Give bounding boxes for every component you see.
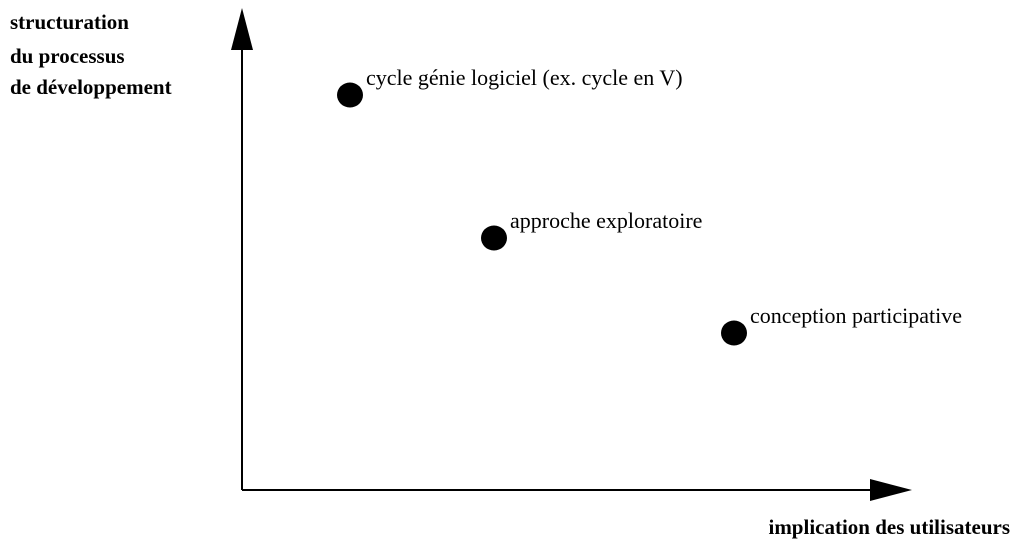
node-dot — [337, 82, 363, 108]
x-axis-arrow — [870, 479, 912, 501]
node-label: approche exploratoire — [510, 208, 702, 233]
node-dot — [721, 320, 747, 346]
y-axis-label: du processus — [10, 44, 125, 68]
node-label: cycle génie logiciel (ex. cycle en V) — [366, 65, 683, 90]
y-axis-arrow — [231, 8, 253, 50]
node-dot — [481, 225, 507, 251]
y-axis-label: structuration — [10, 10, 129, 34]
x-axis-label: implication des utilisateurs — [768, 515, 1010, 539]
node-label: conception participative — [750, 303, 962, 328]
y-axis-label: de développement — [10, 75, 172, 99]
